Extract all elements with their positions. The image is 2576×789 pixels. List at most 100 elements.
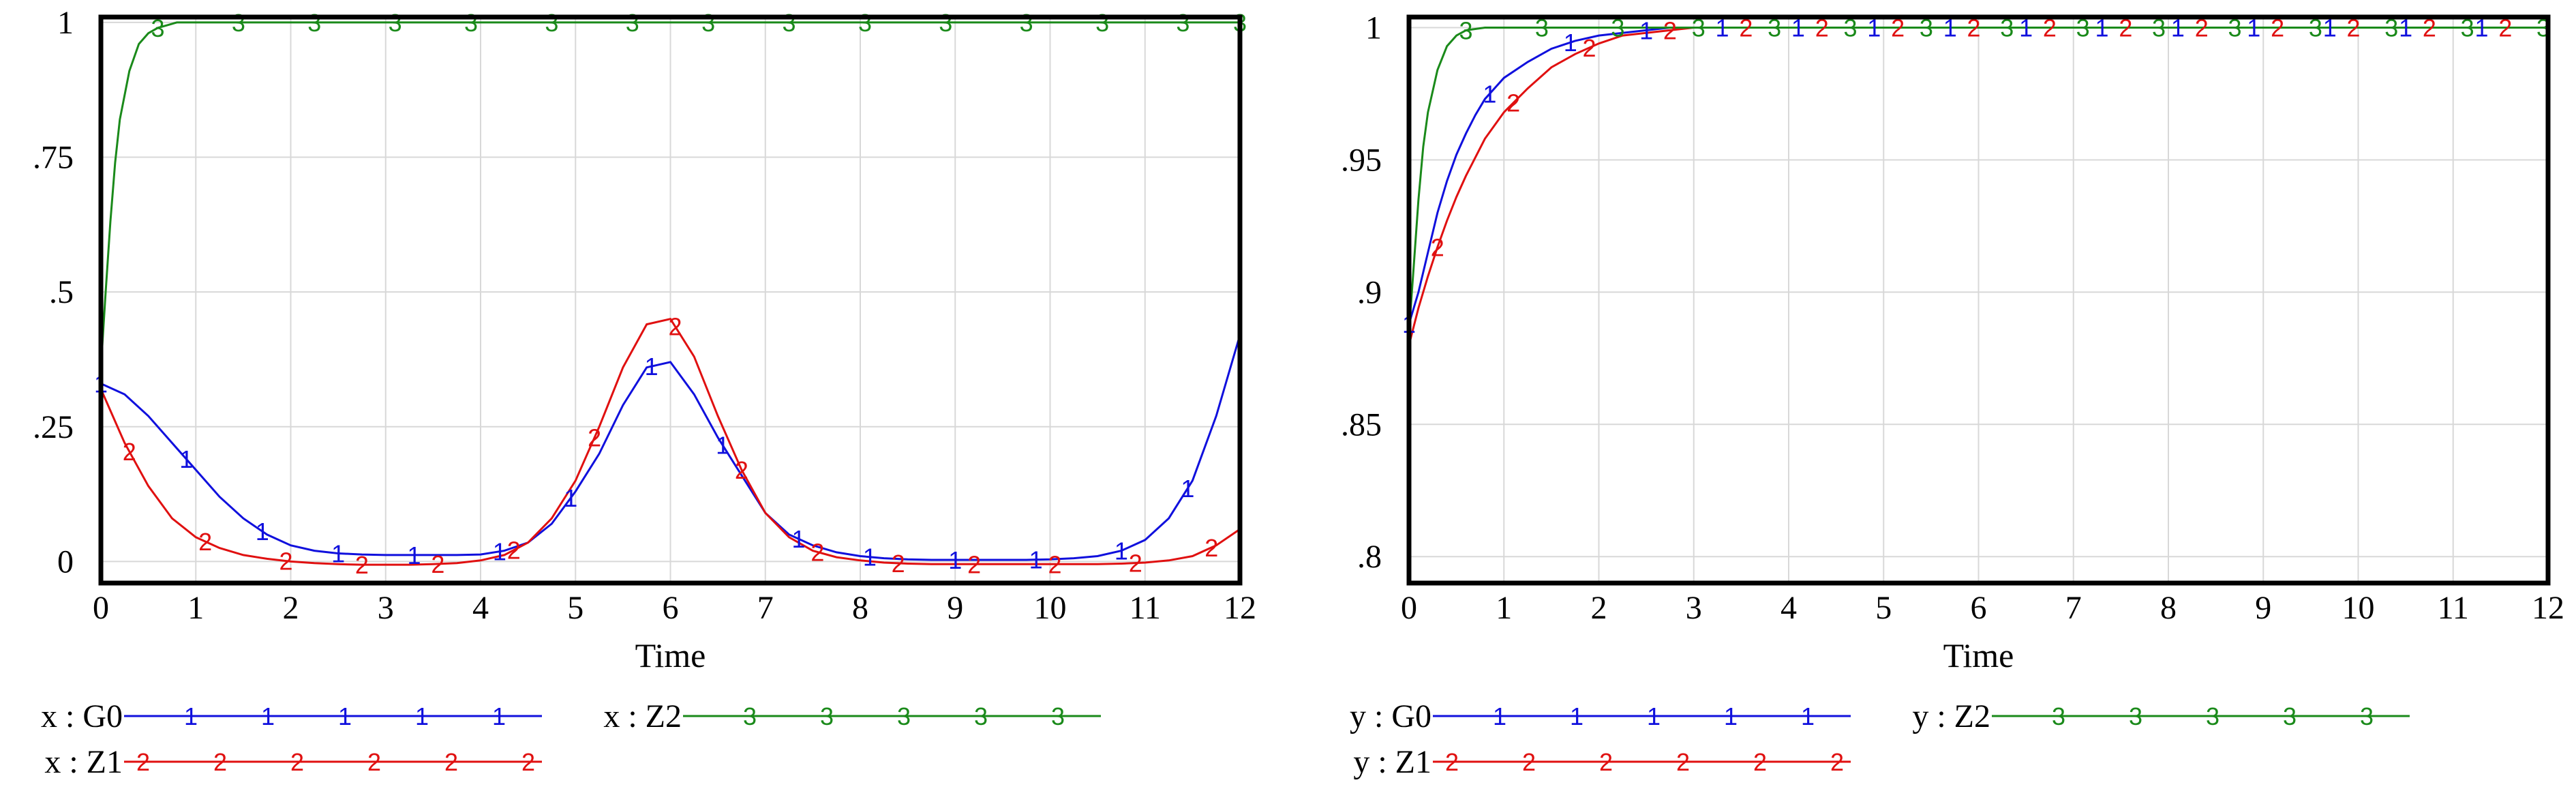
series-point-marker: 1	[408, 541, 421, 569]
legend-marker: 3	[1051, 702, 1065, 730]
series-point-marker: 3	[2309, 14, 2322, 42]
series-point-marker: 3	[464, 9, 478, 37]
legend-marker: 1	[1647, 702, 1661, 730]
series-point-marker: 2	[2498, 14, 2512, 42]
x-axis-title: Time	[635, 636, 706, 674]
y-tick-label: .9	[1357, 274, 1382, 310]
series-line-3	[1408, 27, 2548, 332]
x-tick-label: 8	[2160, 590, 2177, 626]
x-tick-label: 5	[1875, 590, 1892, 626]
series-point-marker: 2	[967, 550, 981, 578]
series-line-3	[100, 21, 1240, 368]
plot-frame	[1406, 14, 2551, 586]
y-tick-label: 1	[1365, 10, 1382, 46]
legend-marker: 3	[2206, 702, 2219, 730]
legend-marker: 2	[213, 748, 227, 776]
series-point-marker: 2	[2423, 14, 2436, 42]
series-point-marker: 2	[2271, 14, 2284, 42]
legend-marker: 2	[1676, 748, 1690, 776]
series-point-marker: 2	[123, 438, 136, 466]
y-tick-label: .85	[1341, 406, 1382, 443]
series-point-marker: 1	[1791, 14, 1805, 42]
legend-marker: 3	[897, 702, 911, 730]
legend-marker: 2	[521, 748, 535, 776]
x-tick-label: 2	[1591, 590, 1607, 626]
x-tick-label: 2	[283, 590, 299, 626]
x-tick-label: 6	[663, 590, 679, 626]
series-point-marker: 1	[1115, 537, 1128, 565]
series-point-marker: 2	[1891, 14, 1905, 42]
series-point-marker: 2	[668, 313, 682, 341]
series-point-marker: 1	[1639, 16, 1653, 44]
series-point-marker: 1	[2247, 14, 2260, 42]
series-point-marker: 3	[232, 9, 245, 37]
series-point-marker: 1	[493, 538, 506, 566]
series-point-marker: 2	[1663, 16, 1677, 44]
series-point-marker: 1	[2171, 14, 2185, 42]
y-tick-label: .5	[49, 274, 74, 310]
series-point-marker: 3	[1095, 9, 1109, 37]
series-point-marker: 3	[1768, 14, 1781, 42]
series-point-marker: 1	[863, 544, 877, 571]
series-point-marker: 1	[564, 484, 577, 512]
legend-marker: 1	[415, 702, 429, 730]
legend-marker: 1	[184, 702, 198, 730]
series-point-marker: 1	[1181, 475, 1194, 503]
series-point-marker: 1	[1867, 14, 1881, 42]
plot-frame	[98, 14, 1243, 586]
legend-marker: 2	[1445, 748, 1459, 776]
x-tick-label: 10	[2342, 590, 2375, 626]
series-point-marker: 1	[2399, 14, 2412, 42]
series-point-marker: 3	[389, 9, 402, 37]
series-point-marker: 3	[2384, 14, 2398, 42]
series-point-marker: 3	[1920, 14, 1933, 42]
legend-marker: 2	[1830, 748, 1844, 776]
x-tick-label: 7	[757, 590, 774, 626]
series-point-marker: 3	[2076, 14, 2090, 42]
series-point-marker: 2	[1583, 34, 1596, 62]
series-point-marker: 3	[858, 9, 872, 37]
series-point-marker: 1	[948, 546, 962, 574]
x-tick-label: 11	[2438, 590, 2469, 626]
series-point-marker: 1	[2019, 14, 2033, 42]
x-tick-label: 4	[472, 590, 489, 626]
legend-marker: 2	[367, 748, 381, 776]
legend-label: x : Z1	[44, 744, 123, 780]
series-point-marker: 3	[307, 9, 321, 37]
series-point-marker: 1	[331, 540, 345, 568]
series-point-marker: 3	[1459, 16, 1473, 44]
series-point-marker: 3	[2228, 14, 2241, 42]
series-point-marker: 1	[1029, 546, 1043, 574]
legend-marker: 3	[743, 702, 757, 730]
series-point-marker: 2	[2347, 14, 2361, 42]
legend-label: x : G0	[41, 698, 123, 734]
series-point-marker: 3	[783, 9, 796, 37]
series-point-marker: 3	[1535, 14, 1549, 42]
x-tick-label: 1	[187, 590, 204, 626]
series-point-marker: 2	[2043, 14, 2057, 42]
series-point-marker: 3	[939, 9, 952, 37]
series-point-marker: 1	[1716, 14, 1729, 42]
series-point-marker: 3	[1692, 14, 1706, 42]
series-point-marker: 3	[2152, 14, 2166, 42]
x-tick-label: 3	[378, 590, 394, 626]
x-tick-label: 5	[567, 590, 584, 626]
series-point-marker: 3	[545, 9, 558, 37]
series-point-marker: 1	[179, 445, 193, 473]
legend-marker: 1	[492, 702, 506, 730]
series-point-marker: 3	[1176, 9, 1189, 37]
series-point-marker: 3	[1020, 9, 1033, 37]
x-tick-label: 4	[1781, 590, 1797, 626]
x-tick-label: 7	[2065, 590, 2082, 626]
legend-label: y : Z1	[1353, 744, 1431, 780]
y-tick-label: .75	[33, 140, 74, 176]
series-point-marker: 2	[1129, 550, 1142, 578]
legend-marker: 2	[444, 748, 458, 776]
series-line-1	[100, 334, 1241, 561]
series-point-marker: 2	[1204, 534, 1218, 562]
x-tick-label: 6	[1971, 590, 1987, 626]
x-tick-label: 0	[93, 590, 109, 626]
y-tick-label: 0	[57, 544, 74, 580]
